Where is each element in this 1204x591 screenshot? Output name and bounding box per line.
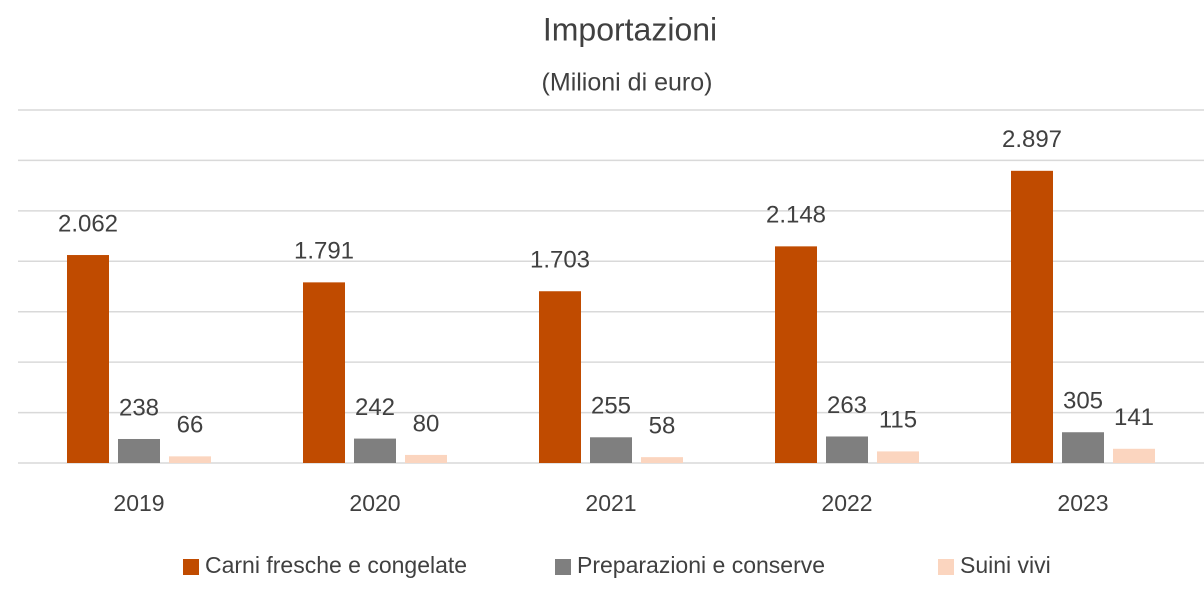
value-label: 2.148 bbox=[766, 202, 826, 229]
bar bbox=[590, 437, 632, 463]
value-label: 141 bbox=[1114, 404, 1154, 431]
bar bbox=[405, 454, 447, 463]
bar bbox=[1011, 170, 1053, 463]
bar bbox=[1113, 448, 1155, 463]
legend-swatch bbox=[555, 559, 571, 575]
bar bbox=[169, 456, 211, 463]
legend-swatch bbox=[183, 559, 199, 575]
value-label: 238 bbox=[119, 394, 159, 421]
x-tick-label: 2023 bbox=[1057, 490, 1108, 516]
legend-label: Carni fresche e congelate bbox=[205, 552, 467, 578]
bar bbox=[303, 282, 345, 463]
bar bbox=[539, 291, 581, 463]
bar bbox=[1062, 432, 1104, 463]
bar bbox=[877, 451, 919, 463]
bar bbox=[775, 246, 817, 463]
bar bbox=[641, 457, 683, 463]
value-label: 2.062 bbox=[58, 210, 118, 237]
x-tick-label: 2019 bbox=[113, 490, 164, 516]
value-label: 2.897 bbox=[1002, 126, 1062, 153]
legend-label: Preparazioni e conserve bbox=[577, 552, 825, 578]
value-label: 1.703 bbox=[530, 247, 590, 274]
value-label: 1.791 bbox=[294, 238, 354, 265]
x-tick-label: 2022 bbox=[821, 490, 872, 516]
value-label: 80 bbox=[413, 410, 440, 437]
bar bbox=[67, 255, 109, 463]
bar bbox=[354, 438, 396, 463]
value-label: 58 bbox=[649, 412, 676, 439]
value-label: 242 bbox=[355, 394, 395, 421]
legend-label: Suini vivi bbox=[960, 552, 1051, 578]
value-label: 66 bbox=[177, 412, 204, 439]
legend-swatch bbox=[938, 559, 954, 575]
chart-subtitle: (Milioni di euro) bbox=[542, 69, 713, 97]
value-label: 255 bbox=[591, 393, 631, 420]
x-tick-label: 2021 bbox=[585, 490, 636, 516]
value-label: 115 bbox=[879, 407, 917, 434]
bar bbox=[826, 436, 868, 463]
bar bbox=[118, 438, 160, 463]
chart-title: Importazioni bbox=[543, 11, 717, 47]
value-label: 263 bbox=[827, 392, 867, 419]
value-label: 305 bbox=[1063, 388, 1103, 415]
x-tick-label: 2020 bbox=[349, 490, 400, 516]
